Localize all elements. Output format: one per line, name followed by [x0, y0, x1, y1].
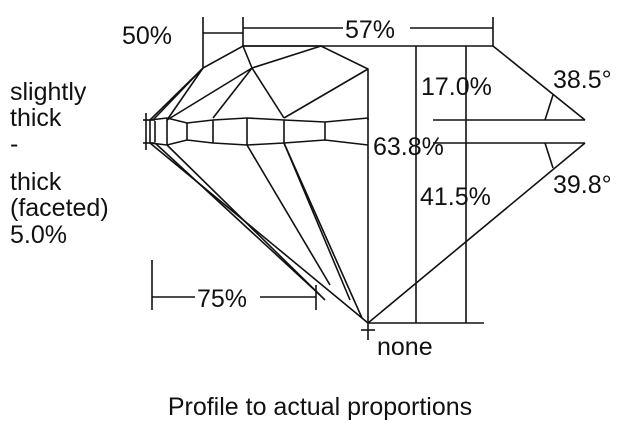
pavilion-angle-label: 39.8°: [553, 171, 612, 199]
girdle-text-line: 5.0%: [10, 221, 67, 249]
pavilion-depth-label: 41.5%: [420, 183, 491, 211]
girdle-text-line: thick: [10, 168, 62, 196]
crown-height-label: 17.0%: [421, 73, 492, 101]
total-depth-label: 63.8%: [373, 133, 444, 161]
culet-label: none: [377, 333, 433, 361]
girdle-text-line: -: [10, 130, 18, 158]
girdle-text-line: thick: [10, 104, 62, 132]
girdle-text-line: (faceted): [10, 194, 109, 222]
dimension-lines: [143, 17, 586, 340]
girdle-description: slightly thick - thick (faceted) 5.0%: [10, 78, 109, 249]
table-label: 57%: [345, 16, 395, 44]
pavilion-facets: [149, 142, 369, 324]
crown-angle-label: 38.5°: [553, 66, 612, 94]
crown-half-width-label: 50%: [122, 22, 172, 50]
crown-facets: [149, 45, 369, 121]
girdle-text-line: slightly: [10, 78, 87, 106]
caption: Profile to actual proportions: [168, 393, 472, 421]
girdle: [149, 117, 369, 146]
lower-half-label: 75%: [197, 285, 247, 313]
